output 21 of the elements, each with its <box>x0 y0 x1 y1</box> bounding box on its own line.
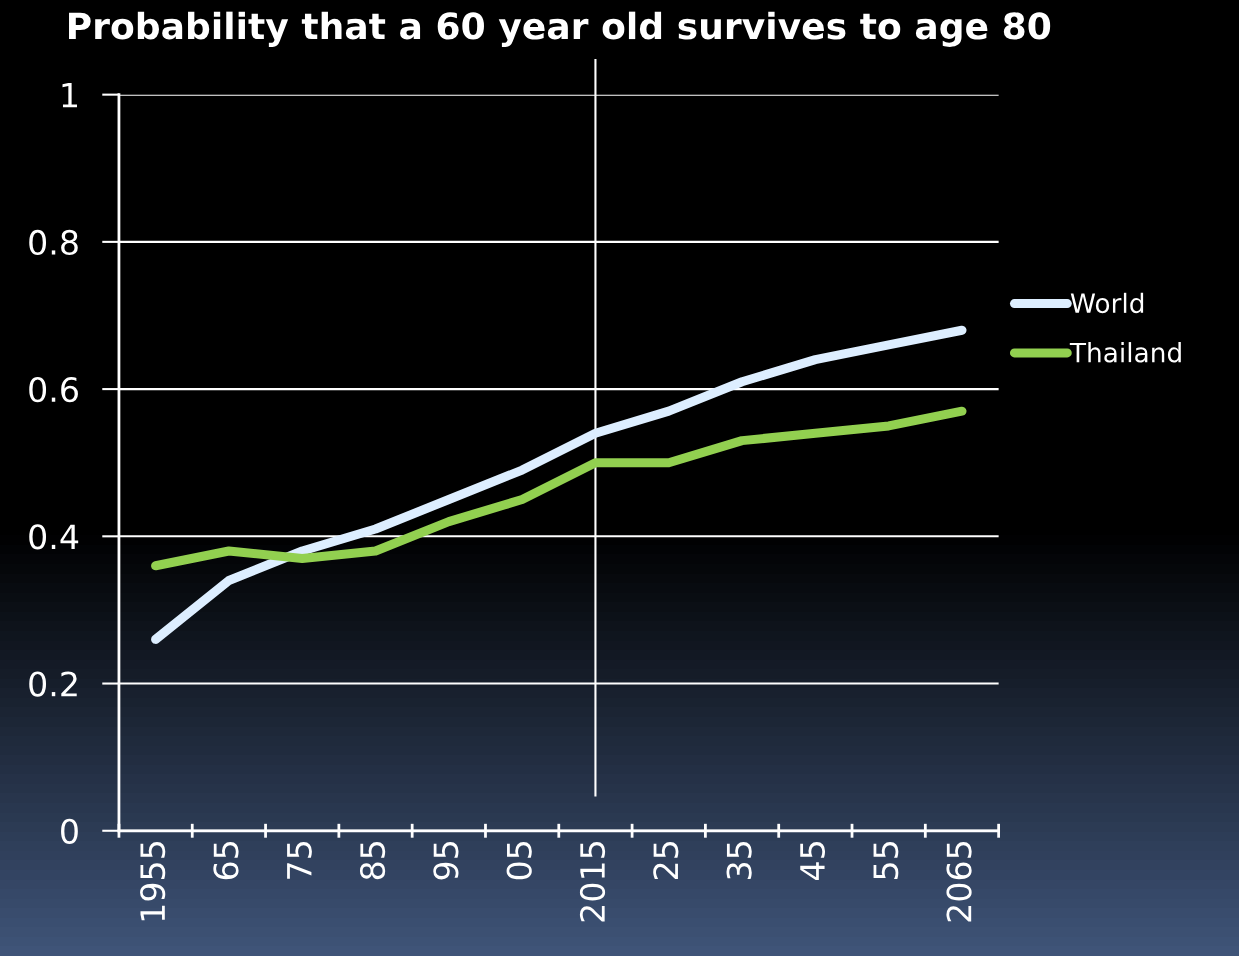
x-tick-label: 85 <box>359 842 386 880</box>
x-tick-label: 75 <box>287 842 312 879</box>
y-tick-label: 0.8 <box>29 229 78 256</box>
y-tick-label: 0 <box>61 818 78 844</box>
x-tick-label: 25 <box>653 842 679 880</box>
x-tick-label: 2065 <box>946 842 972 922</box>
x-tick-label: 35 <box>726 842 752 879</box>
x-tick-label: 95 <box>433 842 459 880</box>
y-tick-label: 0.4 <box>29 524 79 550</box>
chart-title: Probability that a 60 year old survives to age 80 <box>69 11 1051 47</box>
x-tick-label: 55 <box>873 842 899 879</box>
x-tick-label: 2015 <box>579 842 606 922</box>
y-tick-label: 0.2 <box>29 671 77 697</box>
x-tick-label: 45 <box>800 842 826 880</box>
y-tick-label: 1 <box>62 83 77 108</box>
legend-label: World <box>1070 292 1144 314</box>
x-tick-label: 05 <box>506 842 532 880</box>
x-tick-label: 65 <box>213 842 239 880</box>
x-tick-label: 1955 <box>140 842 166 921</box>
y-tick-label: 0.6 <box>29 377 78 403</box>
legend-label: Thailand <box>1069 342 1181 363</box>
